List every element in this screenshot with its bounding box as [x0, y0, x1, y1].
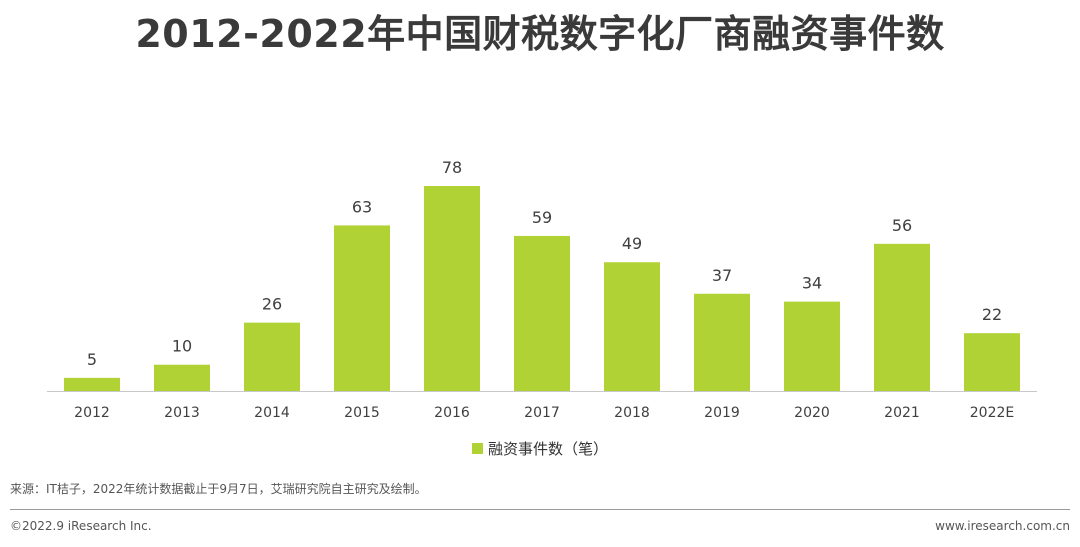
bar-2017 — [514, 235, 570, 391]
x-tick-label-2012: 2012 — [74, 405, 110, 421]
data-label-2022E: 22 — [982, 305, 1002, 324]
bar-2016 — [424, 186, 480, 391]
data-label-2015: 63 — [352, 197, 372, 216]
x-tick-label-2018: 2018 — [614, 405, 650, 421]
bar-2012 — [64, 377, 120, 391]
footer-divider — [10, 509, 1070, 510]
copyright-text: ©2022.9 iResearch Inc. — [10, 519, 152, 533]
x-tick-label-2014: 2014 — [254, 405, 290, 421]
data-label-2013: 10 — [172, 337, 192, 356]
data-label-2016: 78 — [442, 158, 462, 177]
x-tick-label-2015: 2015 — [344, 405, 380, 421]
bar-2018 — [604, 262, 660, 391]
legend-label: 融资事件数（笔） — [487, 440, 608, 458]
x-tick-label-2017: 2017 — [524, 405, 560, 421]
data-label-2018: 49 — [622, 234, 642, 253]
x-tick-label-2020: 2020 — [794, 405, 830, 421]
data-label-2017: 59 — [532, 208, 552, 227]
data-label-2020: 34 — [802, 274, 822, 293]
bar-2021 — [874, 243, 930, 391]
data-label-2012: 5 — [87, 350, 97, 369]
bar-2022E — [964, 333, 1020, 391]
bar-2019 — [694, 293, 750, 391]
x-tick-label-2019: 2019 — [704, 405, 740, 421]
chart-title: 2012-2022年中国财税数字化厂商融资事件数 — [135, 12, 945, 56]
x-tick-label-2013: 2013 — [164, 405, 200, 421]
bar-2020 — [784, 301, 840, 391]
source-note: 来源：IT桔子，2022年统计数据截止于9月7日，艾瑞研究院自主研究及绘制。 — [10, 482, 427, 496]
website-text: www.iresearch.com.cn — [935, 519, 1070, 533]
bar-2014 — [244, 322, 300, 391]
legend: 融资事件数（笔） — [0, 438, 1080, 459]
data-label-2021: 56 — [892, 216, 912, 235]
data-label-2019: 37 — [712, 266, 732, 285]
bar-2015 — [334, 225, 390, 391]
x-tick-label-2021: 2021 — [884, 405, 920, 421]
bar-2013 — [154, 364, 210, 391]
legend-swatch — [471, 443, 483, 454]
x-tick-label-2016: 2016 — [434, 405, 470, 421]
x-tick-label-2022E: 2022E — [970, 405, 1014, 421]
data-label-2014: 26 — [262, 295, 282, 314]
